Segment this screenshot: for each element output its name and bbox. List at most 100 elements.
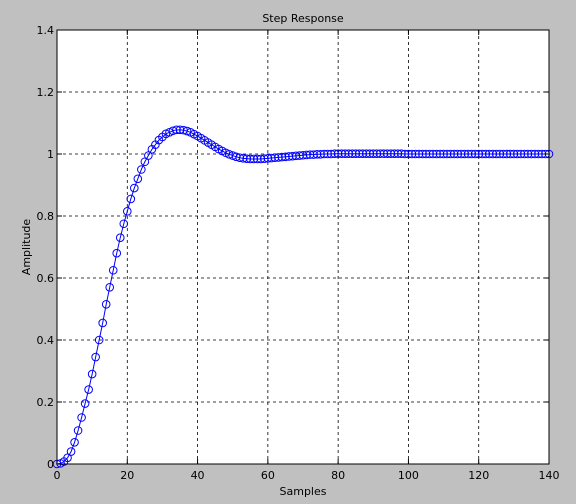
data-point xyxy=(238,154,248,163)
data-point xyxy=(435,149,445,159)
data-point xyxy=(340,149,350,158)
data-point xyxy=(484,149,494,159)
data-point xyxy=(256,154,266,164)
x-tick-label: 20 xyxy=(120,469,134,482)
y-axis-label: Amplitude xyxy=(20,219,33,276)
y-tick-label: 0.2 xyxy=(37,396,55,409)
data-point xyxy=(509,149,519,159)
y-tick-label: 1.4 xyxy=(37,24,55,37)
data-point xyxy=(66,447,76,456)
data-point xyxy=(351,149,361,158)
data-point xyxy=(337,149,346,158)
x-tick-label: 100 xyxy=(398,469,419,482)
x-tick-label: 60 xyxy=(261,469,275,482)
data-point xyxy=(439,149,448,159)
data-point xyxy=(425,149,434,159)
data-point xyxy=(393,149,403,158)
data-point xyxy=(418,149,427,159)
data-point xyxy=(277,152,287,162)
data-point xyxy=(298,150,308,160)
data-point xyxy=(326,149,336,159)
data-point xyxy=(481,149,491,159)
data-point xyxy=(126,194,136,204)
data-point xyxy=(295,151,304,160)
data-point xyxy=(379,149,389,158)
y-tick-label: 0 xyxy=(47,458,54,471)
data-point xyxy=(291,151,301,161)
data-point xyxy=(302,150,311,160)
data-point xyxy=(137,165,146,174)
data-point xyxy=(491,149,501,159)
y-tick-label: 0.6 xyxy=(37,272,55,285)
data-point xyxy=(460,149,469,159)
data-point xyxy=(530,149,540,159)
data-point xyxy=(421,149,431,159)
x-axis-label: Samples xyxy=(280,485,327,498)
data-point xyxy=(94,335,104,345)
data-point xyxy=(281,152,290,162)
data-point xyxy=(354,149,364,158)
data-point xyxy=(263,154,273,163)
chart-title: Step Response xyxy=(262,12,344,25)
data-point xyxy=(361,149,371,158)
data-point xyxy=(84,385,93,394)
data-point xyxy=(73,426,83,435)
data-point xyxy=(267,153,276,163)
data-point xyxy=(101,300,111,309)
data-point xyxy=(133,174,143,184)
data-point xyxy=(105,283,115,292)
data-point xyxy=(502,149,512,159)
data-point xyxy=(470,149,480,159)
x-tick-label: 40 xyxy=(191,469,205,482)
plot-area xyxy=(57,30,549,464)
tick-labels: 0 20 40 60 80 100 120 140 0 0.2 0.4 0.6 0.8 1 1.2 1.4 xyxy=(37,24,560,482)
data-point xyxy=(432,149,441,159)
data-point xyxy=(449,149,459,159)
data-point xyxy=(453,149,462,159)
y-tick-label: 0.8 xyxy=(37,210,55,223)
data-point xyxy=(316,150,325,159)
data-point xyxy=(506,149,515,159)
x-tick-label: 120 xyxy=(468,469,489,482)
data-point xyxy=(80,399,90,408)
data-point xyxy=(319,149,329,159)
data-point xyxy=(309,150,318,159)
data-point xyxy=(87,369,97,379)
data-point xyxy=(108,265,118,275)
data-point xyxy=(516,149,526,159)
data-point xyxy=(390,149,399,158)
data-point xyxy=(463,149,473,159)
data-point xyxy=(534,149,543,159)
y-tick-label: 1.2 xyxy=(37,86,55,99)
data-point xyxy=(330,149,339,158)
axis-ticks xyxy=(56,29,550,465)
data-point xyxy=(376,149,385,158)
data-point xyxy=(130,183,139,193)
y-tick-label: 1 xyxy=(47,148,54,161)
data-point xyxy=(474,149,484,159)
data-point xyxy=(358,149,368,158)
data-point xyxy=(344,149,353,158)
data-point xyxy=(98,318,107,328)
data-point xyxy=(428,149,438,159)
data-point xyxy=(488,149,498,159)
data-point xyxy=(119,219,129,229)
data-point xyxy=(527,149,536,159)
x-tick-label: 0 xyxy=(54,469,61,482)
data-point xyxy=(333,149,343,158)
y-tick-label: 0.4 xyxy=(37,334,55,347)
data-point xyxy=(253,154,262,164)
data-point xyxy=(404,149,413,159)
data-point xyxy=(70,438,79,447)
data-point xyxy=(414,149,424,159)
data-point xyxy=(365,149,375,158)
data-point xyxy=(284,152,294,161)
plot-frame xyxy=(56,29,550,465)
data-point xyxy=(499,149,508,159)
data-point xyxy=(270,153,280,163)
data-point xyxy=(249,154,259,164)
data-point xyxy=(182,126,192,136)
data-point xyxy=(456,149,466,159)
